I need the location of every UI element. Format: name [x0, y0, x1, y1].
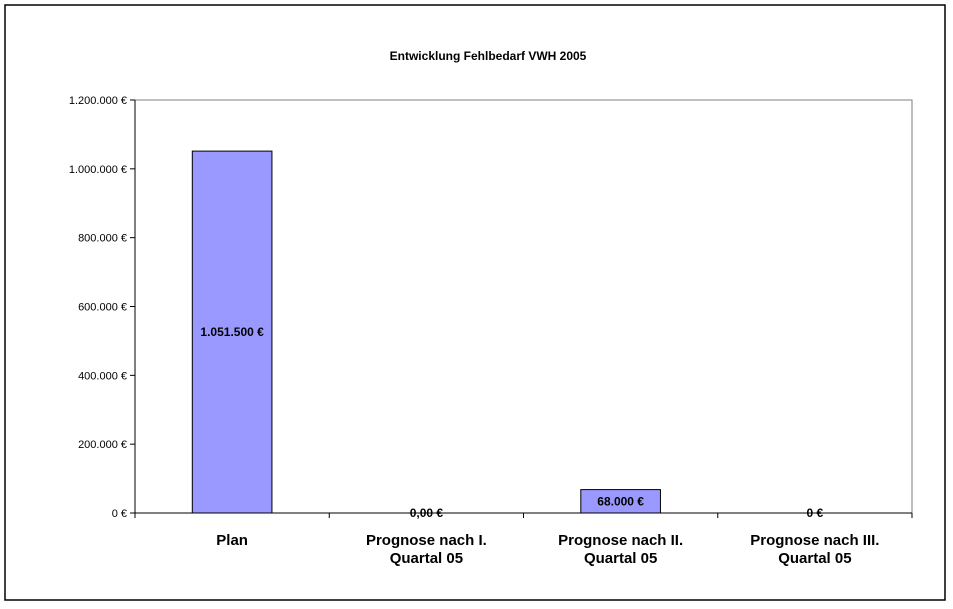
y-tick-label: 400.000 €: [78, 370, 127, 382]
x-tick-label: Prognose nach II.: [558, 532, 683, 549]
data-labels: 1.051.500 € 0,00 € 68.000 € 0 €: [200, 325, 823, 520]
y-tick-label: 600.000 €: [78, 302, 127, 314]
y-tick-label: 1.200.000 €: [69, 95, 127, 107]
data-label: 0,00 €: [410, 506, 444, 520]
bar-series: [191, 150, 661, 514]
y-tick-label: 200.000 €: [78, 439, 127, 451]
x-tick-label: Quartal 05: [390, 550, 463, 567]
data-label: 0 €: [807, 506, 824, 520]
x-tick-label: Quartal 05: [584, 550, 657, 567]
data-label: 1.051.500 €: [200, 325, 264, 339]
y-axis: 0 € 200.000 € 400.000 € 600.000 € 800.000 € 1…: [69, 95, 136, 520]
bar: [580, 489, 661, 514]
x-tick-label: Plan: [216, 532, 248, 549]
x-tick-label: Prognose nach III.: [750, 532, 879, 549]
x-tick-label: Prognose nach I.: [366, 532, 487, 549]
chart-title: Entwicklung Fehlbedarf VWH 2005: [390, 49, 587, 63]
data-label: 68.000 €: [597, 494, 644, 508]
bar: [191, 150, 273, 514]
y-tick-label: 0 €: [112, 508, 127, 520]
y-tick-label: 1.000.000 €: [69, 164, 127, 176]
x-tick-label: Quartal 05: [778, 550, 851, 567]
y-tick-label: 800.000 €: [78, 233, 127, 245]
